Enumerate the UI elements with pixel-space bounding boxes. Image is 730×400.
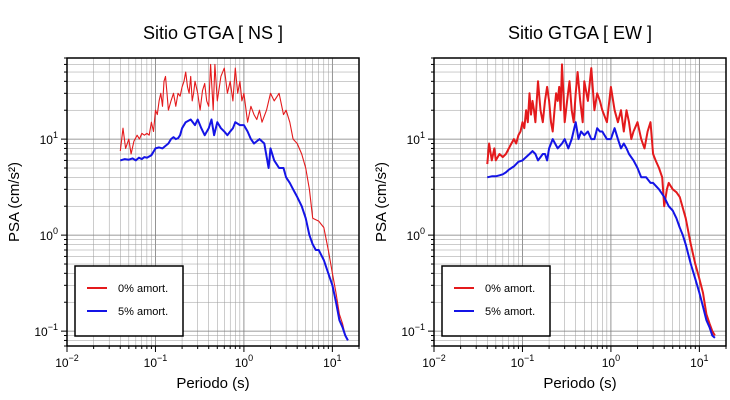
series-line-damped [487,121,716,339]
legend-box [74,265,184,337]
legend-label-damped: 5% amort. [118,306,168,318]
chart-title: Sitio GTGA [ NS ] [143,23,283,43]
tick-exponent: −1 [48,322,58,332]
x-tick-label: 101 [690,353,708,370]
tick-base: 10 [40,229,54,243]
tick-base: 10 [407,133,421,147]
tick-exponent: 1 [337,353,342,363]
tick-exponent: 1 [420,130,425,140]
grid [67,58,359,346]
x-tick-label: 100 [602,353,620,370]
legend-label-damped: 5% amort. [485,306,535,318]
x-tick-label: 10−2 [422,353,446,370]
tick-exponent: 0 [248,353,253,363]
tick-base: 10 [55,356,69,370]
series-line-damped [120,118,349,341]
plot-frame [433,57,727,347]
tick-exponent: 0 [615,353,620,363]
tick-exponent: 0 [53,226,58,236]
tick-base: 10 [144,356,158,370]
legend-box [441,265,551,337]
x-axis-label: Periodo (s) [543,375,616,392]
tick-exponent: 1 [704,353,709,363]
tick-exponent: −1 [157,353,167,363]
tick-base: 10 [235,356,249,370]
x-tick-label: 101 [323,353,341,370]
x-axis-label: Periodo (s) [176,375,249,392]
tick-base: 10 [422,356,436,370]
x-tick-label: 100 [235,353,253,370]
tick-base: 10 [511,356,525,370]
x-tick-label: 10−2 [55,353,79,370]
tick-base: 10 [34,325,48,339]
tick-exponent: −2 [69,353,79,363]
series-group [486,63,716,339]
series-group [119,63,349,341]
x-tick-label: 10−1 [144,353,168,370]
y-axis-label: PSA (cm/s²) [373,162,390,242]
tick-exponent: −1 [524,353,534,363]
tick-exponent: −2 [436,353,446,363]
tick-base: 10 [40,133,54,147]
plot-frame [66,57,360,347]
tick-exponent: 0 [420,226,425,236]
legend-label-undamped: 0% amort. [485,283,535,295]
x-tick-label: 10−1 [511,353,535,370]
y-tick-label: 100 [407,226,425,243]
chart-title: Sitio GTGA [ EW ] [508,23,652,43]
tick-base: 10 [323,356,337,370]
legend-label-undamped: 0% amort. [118,283,168,295]
tick-base: 10 [602,356,616,370]
legend: 0% amort. 5% amort. [441,265,551,337]
tick-exponent: 1 [53,130,58,140]
y-tick-label: 100 [40,226,58,243]
y-tick-label: 101 [407,130,425,147]
tick-base: 10 [690,356,704,370]
tick-base: 10 [407,229,421,243]
series-line-undamped [119,63,349,341]
tick-exponent: −1 [415,322,425,332]
y-tick-label: 10−1 [34,322,58,339]
y-tick-label: 10−1 [401,322,425,339]
tick-base: 10 [401,325,415,339]
y-axis-label: PSA (cm/s²) [6,162,23,242]
y-tick-label: 101 [40,130,58,147]
legend: 0% amort. 5% amort. [74,265,184,337]
